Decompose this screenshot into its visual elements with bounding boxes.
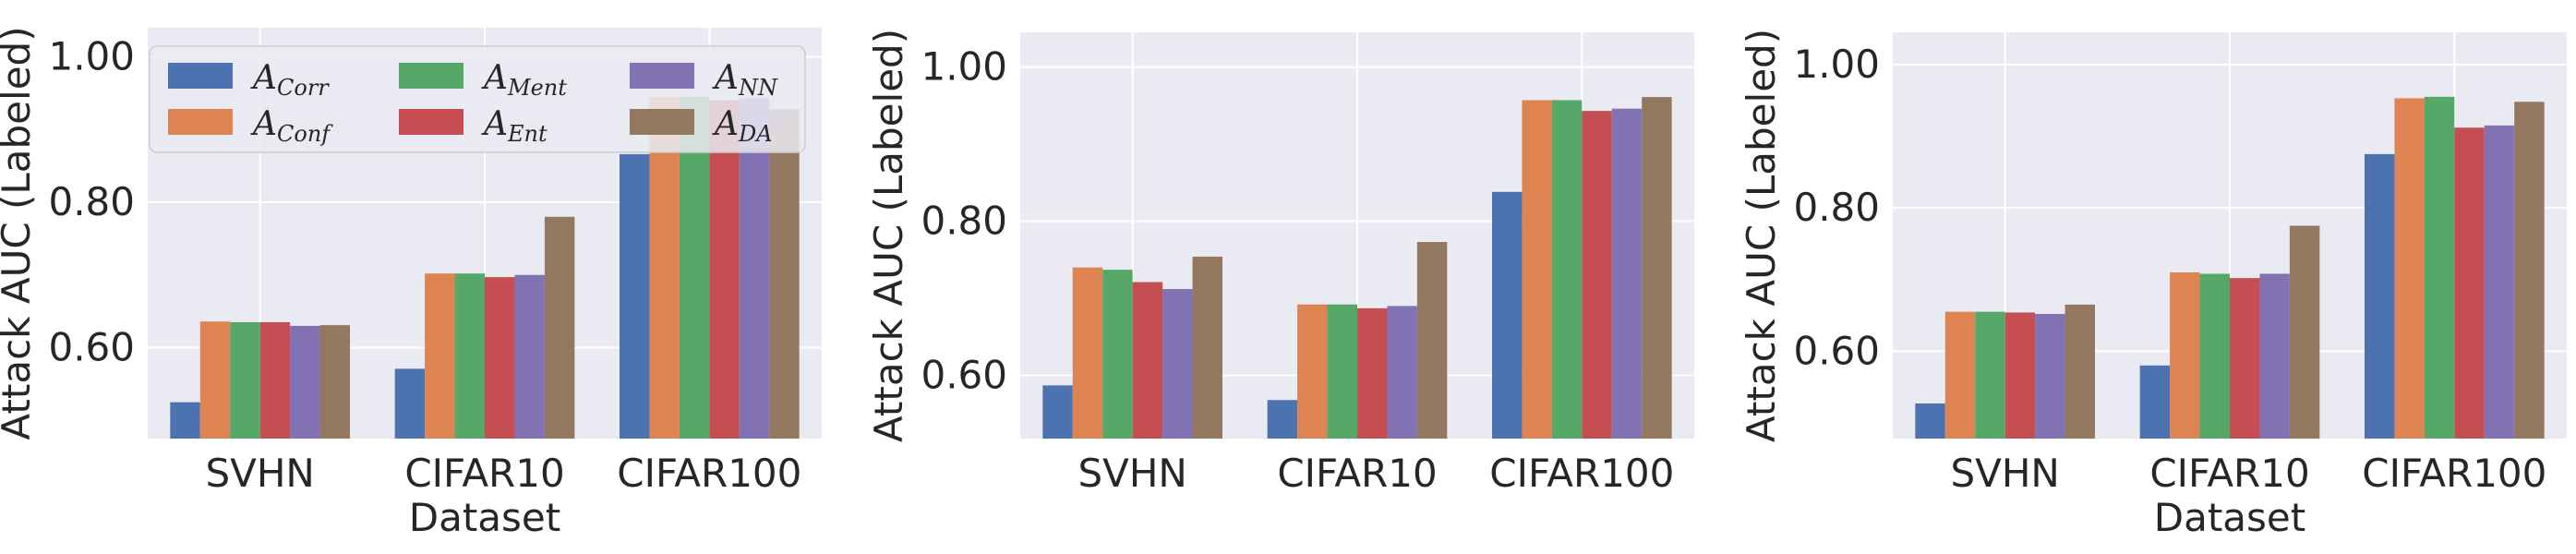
y-axis-label: Attack AUC (Labeled) <box>1739 29 1784 442</box>
bar-corr-cifar100 <box>620 154 650 439</box>
bar-ent-svhn <box>259 321 291 439</box>
bar-nn-cifar10 <box>1387 306 1417 439</box>
legend-label-nn: ANN <box>712 59 778 101</box>
bar-nn-cifar100 <box>1611 108 1643 439</box>
bar-conf-cifar100 <box>1522 100 1552 440</box>
x-tick-label: CIFAR100 <box>2362 451 2546 496</box>
bar-nn-svhn <box>1162 289 1193 439</box>
x-tick-label: CIFAR100 <box>617 451 801 496</box>
bar-da-cifar10 <box>1416 242 1448 439</box>
bar-nn-cifar100 <box>2484 125 2515 439</box>
x-axis-label: Dataset <box>409 495 560 540</box>
legend-swatch-nn <box>630 63 694 89</box>
x-tick-label: SVHN <box>1950 451 2059 496</box>
bar-ment-cifar100 <box>1551 100 1583 440</box>
bar-corr-cifar10 <box>2139 365 2171 439</box>
y-tick-label: 0.60 <box>1793 328 1880 373</box>
bar-conf-svhn <box>1072 267 1103 439</box>
y-tick-label: 0.80 <box>1793 185 1880 230</box>
y-axis-label: Attack AUC (Labeled) <box>866 29 911 442</box>
bar-conf-cifar10 <box>425 273 455 439</box>
bar-conf-cifar100 <box>649 96 680 440</box>
bar-ent-svhn <box>2004 312 2036 439</box>
y-tick-label: 1.00 <box>48 34 135 79</box>
y-tick-label: 0.80 <box>48 179 135 224</box>
bar-conf-cifar100 <box>2394 98 2425 439</box>
bar-da-svhn <box>2064 304 2095 439</box>
bar-corr-cifar100 <box>1492 191 1523 439</box>
bar-ment-cifar100 <box>2424 96 2455 439</box>
chart-panel-1: 0.60 0.80 1.00 SVHN CIFAR10 CIFAR100 Attack AU… <box>0 26 822 540</box>
bar-da-svhn <box>1192 256 1222 439</box>
bar-conf-cifar10 <box>2170 271 2200 439</box>
chart-panel-2: 0.60 0.80 1.00 SVHN CIFAR10 CIFAR100 Attack AU… <box>866 29 1694 496</box>
legend-frame <box>149 45 806 153</box>
x-tick-label: SVHN <box>205 451 314 496</box>
legend-swatch-ment <box>399 63 463 89</box>
bar-corr-svhn <box>1915 403 1945 439</box>
bar-ment-svhn <box>1102 270 1133 439</box>
legend-swatch-ent <box>399 109 463 135</box>
bar-corr-cifar10 <box>394 368 426 439</box>
bar-ent-cifar100 <box>2454 127 2485 439</box>
y-axis-label: Attack AUC (Labeled) <box>0 26 39 440</box>
bar-ent-cifar10 <box>485 277 515 439</box>
bar-corr-svhn <box>1042 385 1073 439</box>
x-tick-label: CIFAR100 <box>1489 451 1674 496</box>
bar-nn-cifar100 <box>739 98 770 440</box>
chart-panel-3: 0.60 0.80 1.00 SVHN CIFAR10 CIFAR100 Attack AU… <box>1739 29 2567 540</box>
y-tick-label: 1.00 <box>1793 42 1880 87</box>
bar-da-svhn <box>319 325 350 439</box>
legend-swatch-da <box>630 109 694 135</box>
bar-corr-svhn <box>170 402 200 439</box>
bar-ent-cifar100 <box>1582 111 1612 440</box>
legend-label-ent: AEnt <box>481 105 548 147</box>
legend-label-corr: ACorr <box>250 59 330 101</box>
legend-label-conf: AConf <box>250 105 333 147</box>
y-tick-label: 0.60 <box>48 325 135 370</box>
bar-corr-cifar10 <box>1267 400 1298 439</box>
bar-nn-svhn <box>2035 313 2065 439</box>
x-tick-label: CIFAR10 <box>1277 451 1437 496</box>
bar-ment-cifar10 <box>2199 273 2230 439</box>
y-tick-label: 0.80 <box>921 199 1007 244</box>
bar-corr-cifar100 <box>2365 153 2395 439</box>
bar-ent-svhn <box>1132 282 1163 439</box>
legend-swatch-corr <box>168 63 233 89</box>
bar-da-cifar100 <box>2514 102 2545 439</box>
bar-ent-cifar100 <box>709 100 740 440</box>
x-tick-label: CIFAR10 <box>404 451 564 496</box>
x-tick-label: CIFAR10 <box>2149 451 2309 496</box>
bar-conf-svhn <box>199 321 231 439</box>
legend-label-da: ADA <box>712 105 773 147</box>
bar-da-cifar10 <box>544 216 575 439</box>
bar-ment-cifar10 <box>1327 304 1357 439</box>
x-tick-label: SVHN <box>1077 451 1186 496</box>
bar-conf-svhn <box>1944 311 1976 439</box>
bar-nn-cifar10 <box>514 274 545 439</box>
y-tick-label: 0.60 <box>921 353 1007 398</box>
bar-ent-cifar10 <box>1357 307 1388 439</box>
bar-ment-svhn <box>230 321 260 439</box>
bar-ment-svhn <box>1975 311 2005 439</box>
bar-da-cifar100 <box>1642 97 1672 440</box>
bar-ent-cifar10 <box>2230 278 2260 439</box>
legend-label-ment: AMent <box>481 59 567 101</box>
bar-da-cifar100 <box>769 109 800 439</box>
bar-ment-cifar10 <box>454 273 485 439</box>
bar-da-cifar10 <box>2289 225 2320 439</box>
x-axis-label: Dataset <box>2154 495 2305 540</box>
bar-nn-svhn <box>290 325 320 439</box>
legend-swatch-conf <box>168 109 233 135</box>
bar-ment-cifar100 <box>679 96 710 440</box>
bar-nn-cifar10 <box>2259 273 2290 439</box>
bar-conf-cifar10 <box>1297 304 1328 439</box>
y-tick-label: 1.00 <box>921 44 1007 90</box>
